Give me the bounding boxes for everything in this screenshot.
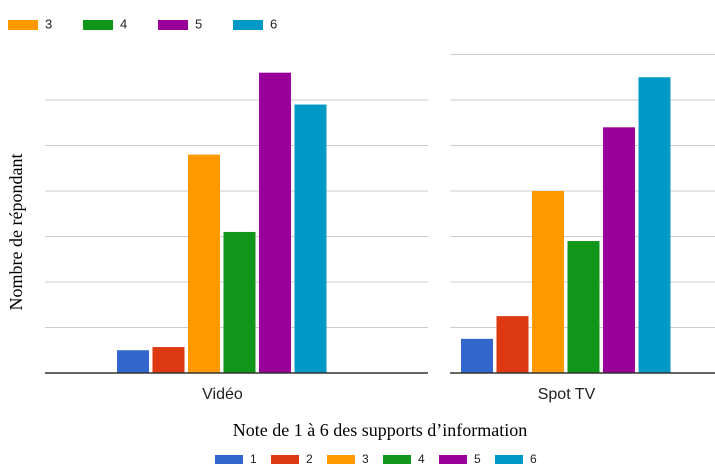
bar xyxy=(461,338,493,373)
legend-label: 3 xyxy=(45,16,52,31)
legend-swatch xyxy=(495,455,523,464)
bar xyxy=(567,241,600,373)
x-tick-label: Spot TV xyxy=(538,386,596,403)
legend-label: 5 xyxy=(474,452,481,466)
legend-swatch xyxy=(8,20,38,30)
legend-swatch xyxy=(215,455,243,464)
x-axis-title: Note de 1 à 6 des supports d’information xyxy=(233,420,527,440)
legend-label: 2 xyxy=(306,452,313,466)
legend-swatch xyxy=(233,20,263,30)
legend-label: 6 xyxy=(530,452,537,466)
legend-swatch xyxy=(271,455,299,464)
bar xyxy=(294,104,327,374)
legend-swatch xyxy=(158,20,188,30)
legend-swatch xyxy=(83,20,113,30)
bar xyxy=(259,72,291,373)
bar xyxy=(638,77,671,373)
legend-label: 6 xyxy=(270,16,277,31)
legend-label: 4 xyxy=(418,452,425,466)
bar xyxy=(496,316,529,373)
bar xyxy=(117,350,149,373)
legend-label: 3 xyxy=(362,452,369,466)
legend-swatch xyxy=(439,455,467,464)
bar xyxy=(223,231,256,373)
legend-swatch xyxy=(383,455,411,464)
bar xyxy=(188,154,220,373)
y-axis-title: Nombre de répondant xyxy=(6,154,26,311)
bar xyxy=(152,347,185,373)
x-tick-label: Vidéo xyxy=(202,386,243,403)
legend-label: 4 xyxy=(120,16,127,31)
bar xyxy=(603,127,635,373)
legend-label: 1 xyxy=(250,452,257,466)
bar xyxy=(532,191,564,373)
legend-swatch xyxy=(327,455,355,464)
legend-label: 5 xyxy=(195,16,202,31)
